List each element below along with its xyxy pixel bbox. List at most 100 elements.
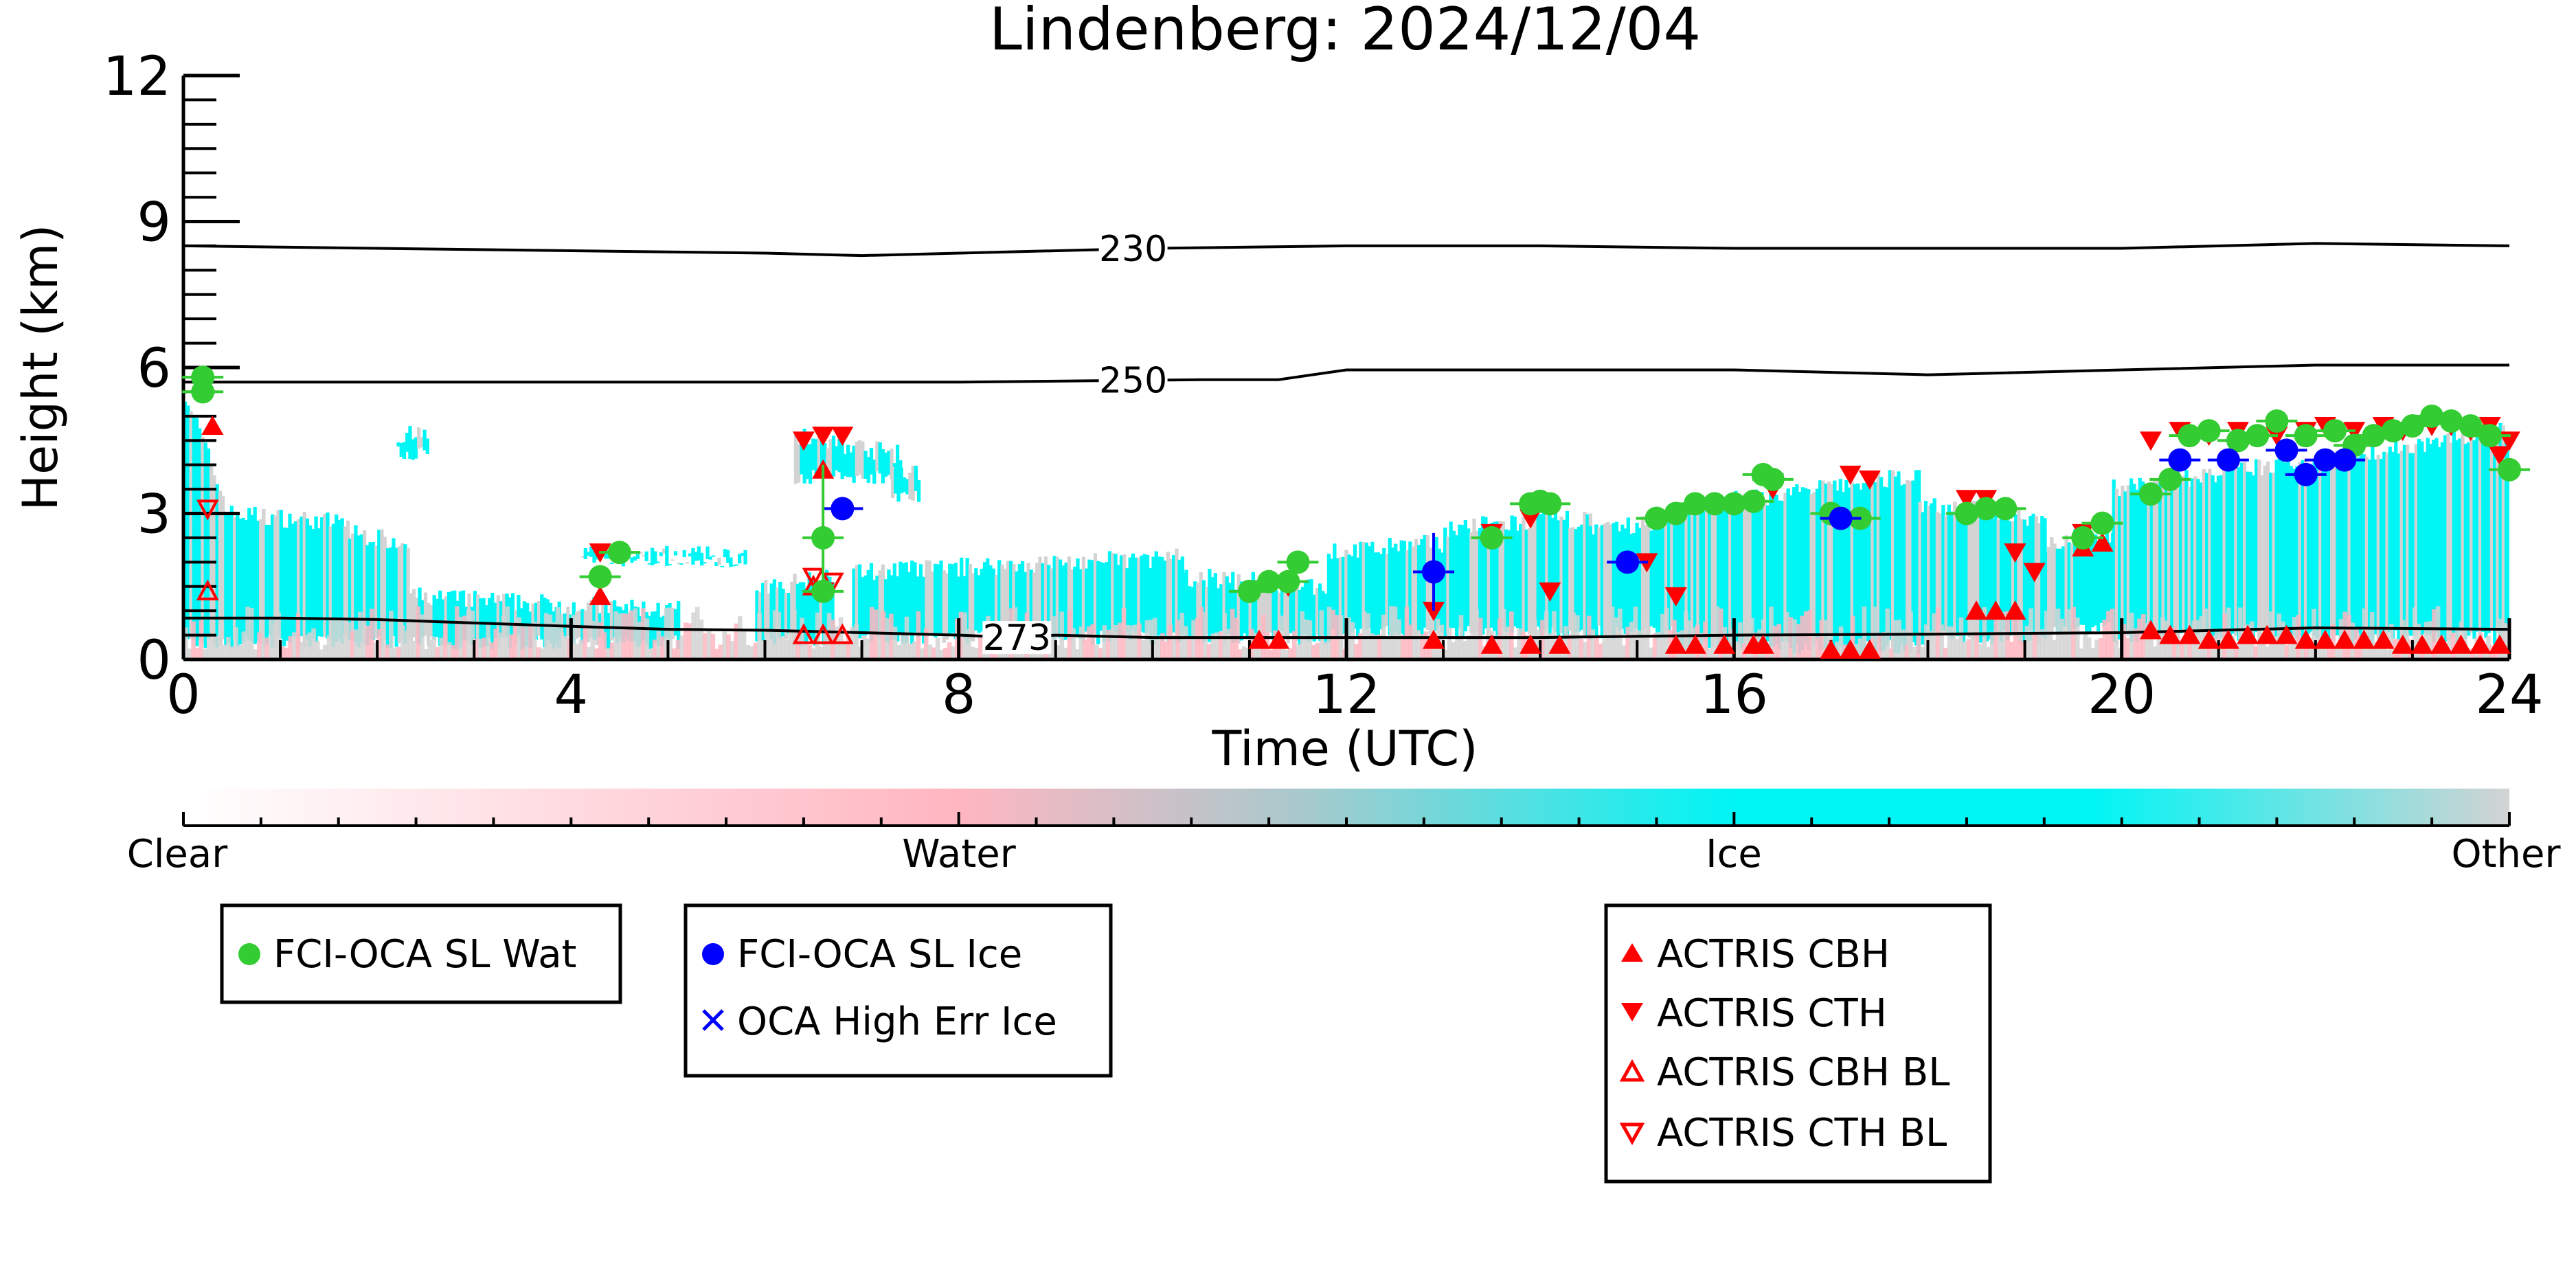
marker-actris-cbh (1548, 634, 1571, 654)
cloud-column (1245, 584, 1250, 640)
colorbar-label-clear: Clear (127, 832, 228, 877)
cloud-column (1580, 524, 1584, 630)
ground-echo-column (920, 648, 925, 659)
cloud-column (1184, 569, 1188, 638)
cloud-column (1428, 547, 1433, 635)
ground-echo-column (819, 646, 824, 659)
cloud-column (1222, 572, 1226, 645)
ground-echo-column (563, 635, 568, 659)
cloud-column (769, 583, 773, 640)
cloud-column (1498, 521, 1502, 638)
ground-echo-column (741, 630, 747, 659)
ground-echo-column (1172, 635, 1177, 659)
marker-fci-oca-sl-wat (1276, 569, 1300, 594)
cloud-column (1678, 515, 1683, 654)
cloud-column (2135, 490, 2139, 642)
ground-echo-column (381, 626, 386, 659)
cloud-column (1871, 475, 1875, 650)
cloud-column (837, 439, 841, 473)
cloud-column (1260, 586, 1264, 633)
cloud-column (2002, 509, 2007, 631)
ground-echo-column (1362, 611, 1367, 659)
cloud-column (2312, 459, 2316, 636)
cloud-column (656, 602, 660, 646)
cloud-classification-layer (183, 401, 2509, 659)
cloud-column (604, 550, 608, 559)
ground-echo-column (439, 637, 444, 659)
ground-echo-column (1291, 631, 1297, 659)
ground-echo-column (2052, 640, 2057, 659)
ground-echo-column (1823, 620, 1828, 659)
cloud-column (1440, 552, 1445, 633)
cloud-column (1656, 515, 1660, 640)
cloud-column (810, 578, 815, 640)
cloud-column (852, 445, 856, 483)
ground-echo-column (2276, 613, 2282, 659)
cloud-column (2454, 440, 2459, 645)
cloud-column (1894, 476, 1898, 653)
ground-echo-column (427, 640, 433, 659)
cloud-column (540, 594, 544, 640)
ground-echo-column (350, 631, 355, 659)
ground-echo-column (365, 625, 370, 659)
ground-echo-column (606, 648, 611, 659)
ground-echo-column (1245, 647, 1250, 659)
cloud-column (2481, 435, 2485, 632)
cloud-column (2432, 440, 2436, 642)
ground-echo-column (602, 632, 607, 659)
ground-echo-column (706, 629, 712, 659)
ground-echo-column (1385, 637, 1390, 659)
cloud-column (2266, 461, 2270, 640)
ground-echo-column (2292, 617, 2297, 659)
cloud-column (348, 539, 352, 641)
legend-marker-fci-oca-sl-ice (702, 943, 724, 965)
cloud-column (285, 528, 289, 641)
cloud-column (905, 479, 909, 495)
cloud-column (714, 562, 719, 566)
ground-echo-column (1645, 619, 1650, 659)
cloud-column (264, 524, 269, 644)
cloud-column (1251, 572, 1255, 644)
cloud-column (804, 588, 809, 642)
cloud-column (1583, 512, 1587, 638)
cloud-column (1187, 586, 1191, 639)
ground-echo-column (1579, 639, 1584, 659)
cloud-column (1792, 487, 1796, 654)
cloud-column (2434, 438, 2439, 633)
cloud-column (392, 538, 396, 636)
cloud-column (717, 557, 721, 565)
cloud-column (411, 589, 416, 637)
ground-echo-column (877, 631, 882, 659)
ground-echo-column (2183, 639, 2189, 659)
cloud-column (1670, 518, 1674, 628)
x-tick-label: 12 (1312, 664, 1380, 726)
ground-echo-column (2114, 644, 2119, 659)
cloud-column (476, 594, 480, 640)
cloud-column (396, 442, 400, 447)
cloud-column (601, 600, 605, 643)
cloud-column (1999, 517, 2004, 642)
cloud-column (2199, 482, 2203, 633)
cloud-column (1629, 534, 1634, 633)
cloud-column (1918, 501, 1922, 633)
ground-echo-column (618, 613, 622, 659)
ground-echo-column (629, 610, 634, 659)
cloud-column (2170, 478, 2174, 644)
cloud-column (438, 590, 442, 646)
cloud-column (1047, 565, 1051, 638)
cloud-column (2216, 475, 2221, 635)
ground-echo-column (482, 637, 487, 659)
cloud-column (831, 582, 835, 644)
cloud-column (1812, 492, 1816, 646)
cloud-column (1519, 523, 1523, 635)
ground-echo-column (1160, 633, 1165, 659)
legend-label-oca-high-err-ice: OCA High Err Ice (737, 999, 1057, 1044)
ground-echo-column (978, 635, 983, 659)
cloud-column (2336, 458, 2340, 635)
marker-actris-cbh (2391, 634, 2414, 654)
cloud-column (705, 546, 710, 559)
ground-echo-column (609, 642, 615, 659)
cloud-column (1295, 581, 1299, 642)
ground-echo-column (1540, 620, 1545, 659)
ground-echo-column (218, 624, 223, 659)
